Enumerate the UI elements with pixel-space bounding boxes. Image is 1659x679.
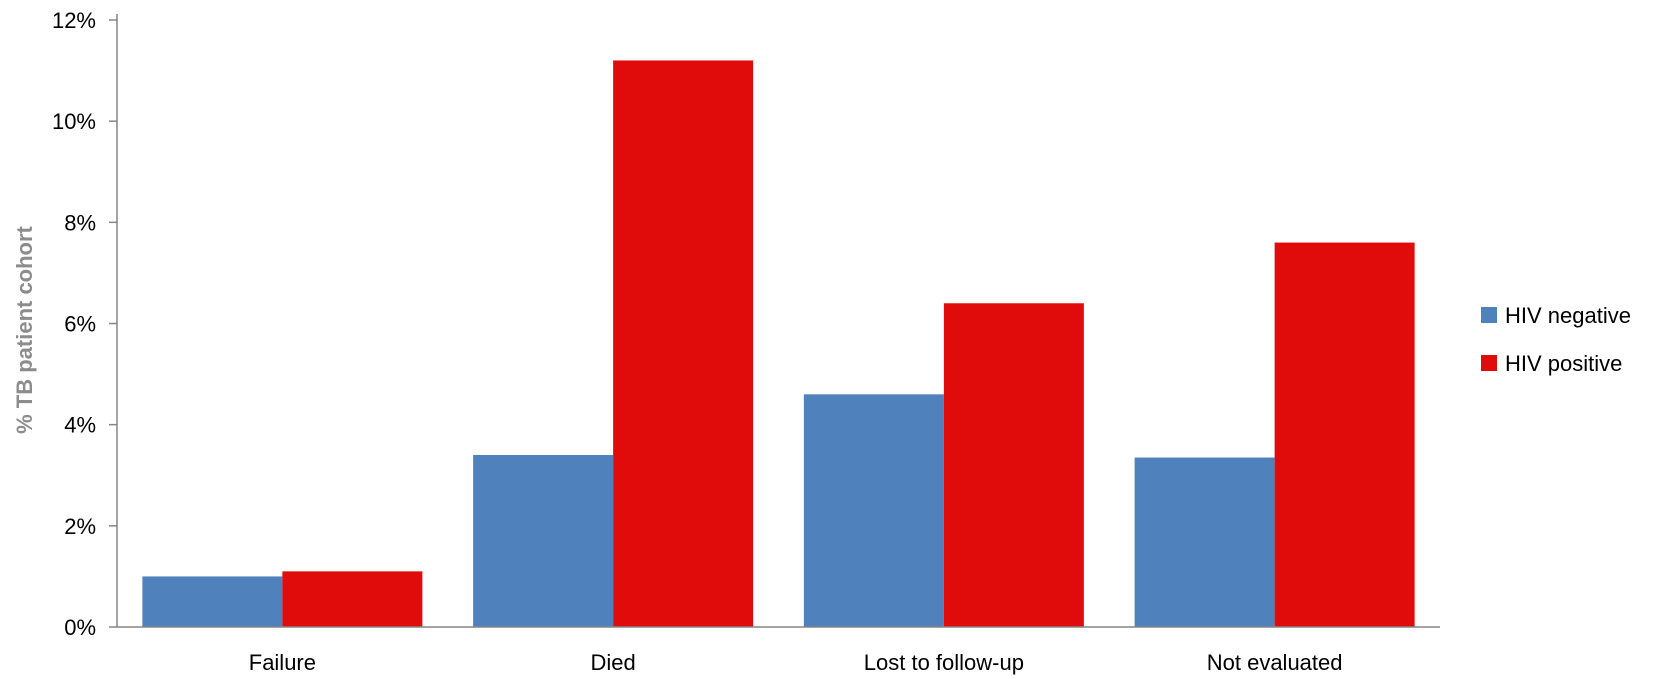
bar-hiv-positive xyxy=(613,60,754,627)
bar-hiv-positive xyxy=(1274,242,1415,628)
legend: HIV negative HIV positive xyxy=(1481,303,1631,376)
y-tick-label: 8% xyxy=(64,210,96,235)
bar-hiv-negative xyxy=(142,576,283,627)
legend-swatch xyxy=(1481,355,1497,371)
y-axis-ticks: 0% 2% 4% 6% 8% 10% 12% xyxy=(52,8,117,640)
y-tick-label: 4% xyxy=(64,413,96,438)
y-tick-label: 0% xyxy=(64,615,96,640)
y-tick-label: 6% xyxy=(64,312,96,337)
legend-label: HIV negative xyxy=(1505,303,1631,328)
bar-hiv-positive xyxy=(943,303,1084,627)
bars xyxy=(142,60,1415,628)
bar-hiv-negative xyxy=(473,455,614,627)
x-category-label: Not evaluated xyxy=(1207,650,1343,675)
x-category-label: Lost to follow-up xyxy=(864,650,1024,675)
y-axis-label: % TB patient cohort xyxy=(12,225,37,433)
x-category-label: Failure xyxy=(249,650,316,675)
legend-swatch xyxy=(1481,307,1497,323)
x-category-label: Died xyxy=(591,650,636,675)
bar-hiv-positive xyxy=(282,571,423,627)
bar-hiv-negative xyxy=(1134,457,1275,627)
bar-hiv-negative xyxy=(803,394,944,627)
y-tick-label: 12% xyxy=(52,8,96,33)
legend-label: HIV positive xyxy=(1505,351,1622,376)
y-tick-label: 2% xyxy=(64,514,96,539)
x-axis-categories: Failure Died Lost to follow-up Not evaluate… xyxy=(249,650,1343,675)
y-tick-label: 10% xyxy=(52,109,96,134)
